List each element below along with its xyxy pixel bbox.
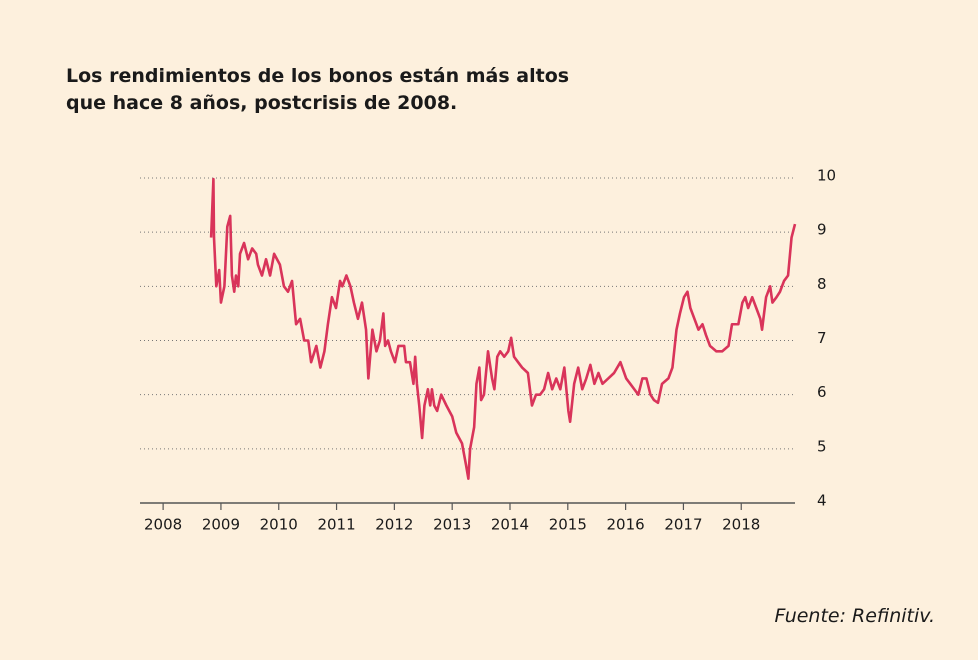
x-tick-label: 2008 <box>144 516 182 534</box>
x-tick-label: 2016 <box>607 516 645 534</box>
x-tick-label: 2014 <box>491 516 529 534</box>
x-tick-label: 2015 <box>549 516 587 534</box>
x-tick-label: 2018 <box>722 516 760 534</box>
source: Fuente: Refinitiv. <box>775 605 935 627</box>
x-tick-label: 2009 <box>202 516 240 534</box>
x-tick-label: 2013 <box>433 516 471 534</box>
y-tick-label: 7 <box>817 329 827 347</box>
y-tick-label: 5 <box>817 437 827 455</box>
x-tick-label: 2011 <box>317 516 355 534</box>
chart-title: Los rendimientos de los bonos están más … <box>66 65 569 87</box>
y-tick-label: 10 <box>817 167 836 185</box>
data-line <box>209 177 797 480</box>
y-tick-label: 9 <box>817 221 827 239</box>
y-tick-label: 4 <box>817 492 827 510</box>
x-tick-label: 2010 <box>260 516 298 534</box>
x-tick-label: 2017 <box>664 516 702 534</box>
x-tick-label: 2012 <box>375 516 413 534</box>
y-tick-label: 8 <box>817 275 827 293</box>
y-tick-label: 6 <box>817 383 827 401</box>
chart-title: que hace 8 años, postcrisis de 2008. <box>66 92 457 114</box>
